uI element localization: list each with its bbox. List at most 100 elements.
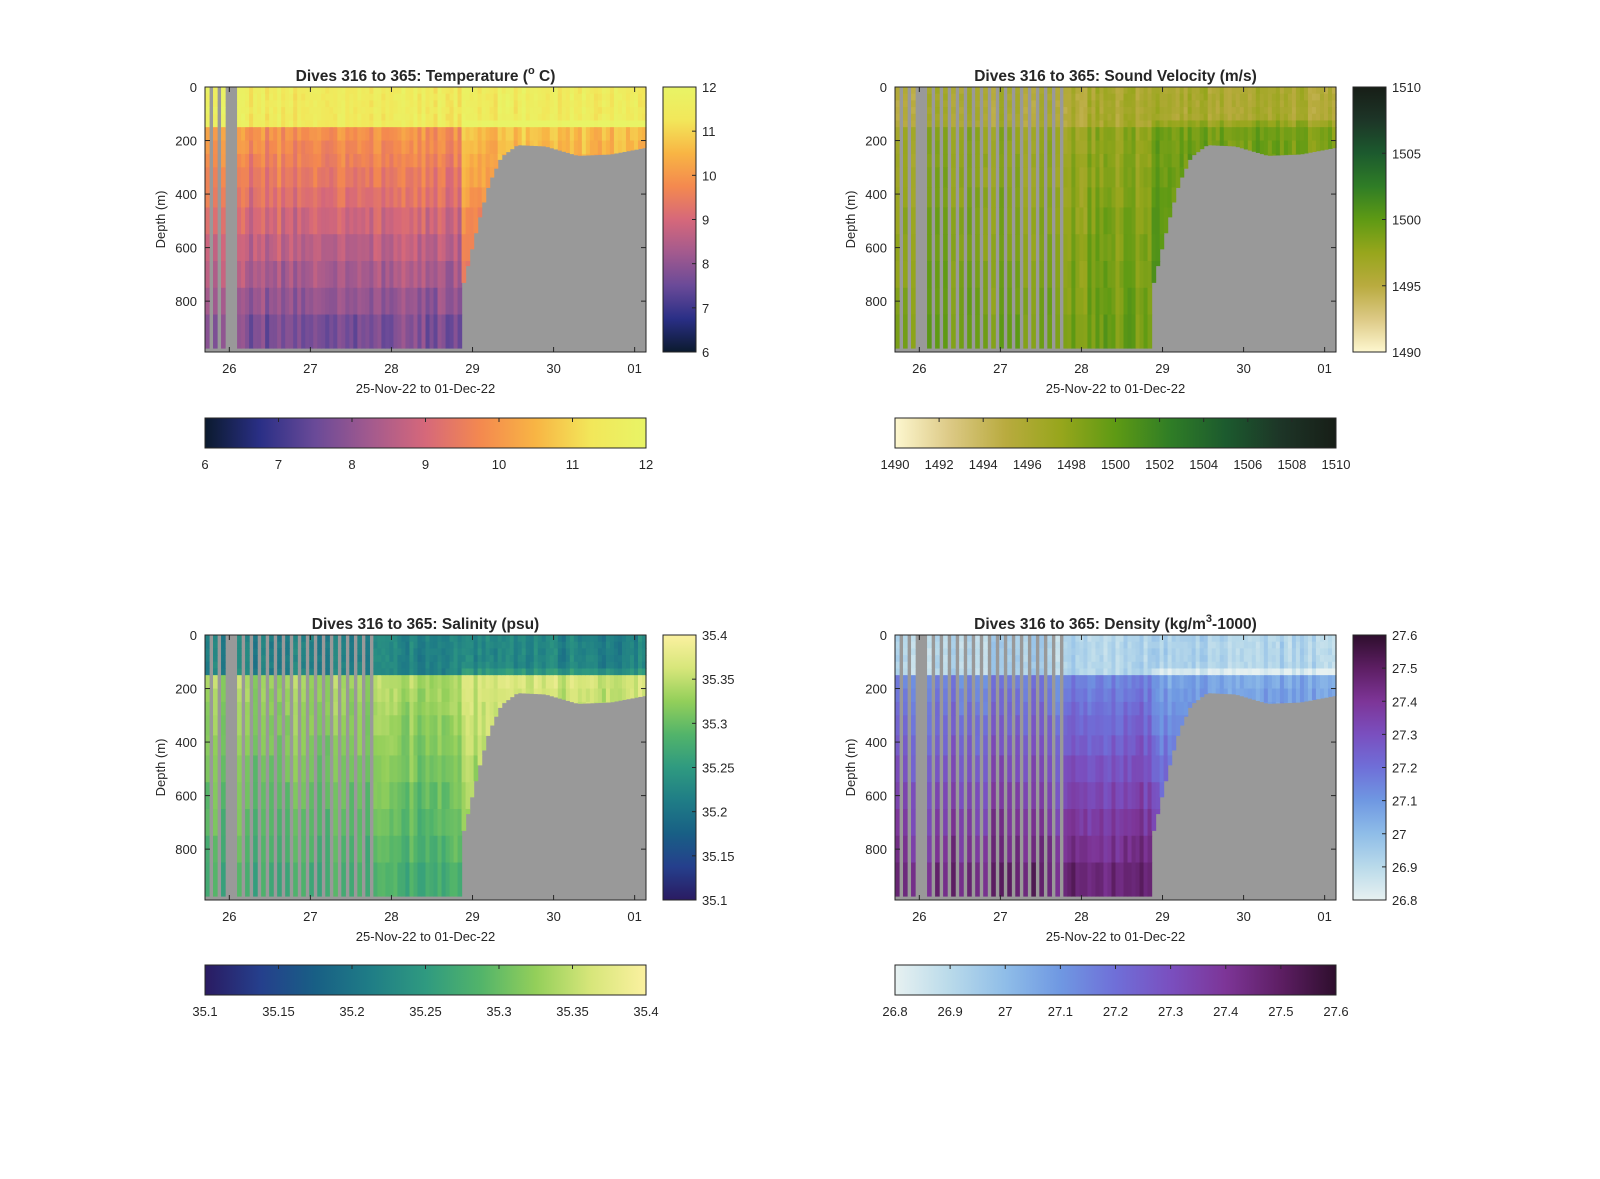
heatmap-cell xyxy=(453,808,459,837)
heatmap-cell xyxy=(377,648,382,656)
heatmap-cell xyxy=(445,107,451,115)
heatmap-cell xyxy=(401,835,407,864)
heatmap-cell xyxy=(377,675,382,690)
heatmap-cell xyxy=(453,701,459,716)
heatmap-cell xyxy=(625,635,631,643)
heatmap-cell xyxy=(1063,648,1068,656)
heatmap-cell xyxy=(911,93,916,101)
heatmap-cell xyxy=(1299,648,1305,656)
heatmap-cell xyxy=(473,93,479,101)
heatmap-cell xyxy=(257,153,262,168)
heatmap-cell xyxy=(557,641,563,649)
heatmap-cell xyxy=(337,153,342,168)
heatmap-cell xyxy=(313,153,318,168)
heatmap-cell xyxy=(469,234,475,250)
heatmap-cell xyxy=(377,862,382,897)
heatmap-cell xyxy=(401,755,407,783)
heatmap-cell xyxy=(597,641,603,649)
heatmap-cell xyxy=(1111,87,1117,95)
heatmap-cell xyxy=(417,641,423,649)
heatmap-cell xyxy=(493,140,499,155)
heatmap-cell xyxy=(585,127,591,142)
heatmap-cell xyxy=(285,153,290,168)
heatmap-cell xyxy=(449,835,455,864)
heatmap-cell xyxy=(1279,127,1285,142)
heatmap-cell xyxy=(377,715,382,736)
heatmap-cell xyxy=(1203,100,1209,108)
heatmap-cell xyxy=(1311,93,1317,101)
heatmap-cell xyxy=(1015,735,1020,757)
heatmap-cell xyxy=(265,100,270,108)
y-tick-label: 200 xyxy=(865,682,887,697)
heatmap-cell xyxy=(309,207,314,235)
heatmap-cell xyxy=(497,87,503,95)
heatmap-cell xyxy=(1039,701,1044,716)
heatmap-cell xyxy=(461,127,467,142)
heatmap-cell xyxy=(1079,675,1085,690)
heatmap-cell xyxy=(509,113,515,122)
heatmap-cell xyxy=(617,655,623,663)
heatmap-cell xyxy=(1159,755,1165,783)
heatmap-cell xyxy=(309,167,314,188)
heatmap-cell xyxy=(377,835,382,864)
heatmap-cell xyxy=(497,661,503,670)
heatmap-cell xyxy=(257,87,262,95)
heatmap-cell xyxy=(453,153,459,168)
heatmap-cell xyxy=(1279,140,1285,155)
heatmap-cell xyxy=(1143,661,1149,670)
heatmap-cell xyxy=(465,153,471,168)
heatmap-cell xyxy=(421,635,427,643)
heatmap-cell xyxy=(361,107,366,115)
heatmap-cell xyxy=(381,314,387,349)
heatmap-cell xyxy=(373,100,378,108)
heatmap-cell xyxy=(1071,287,1077,316)
heatmap-cell xyxy=(1179,648,1185,656)
heatmap-cell xyxy=(529,648,535,656)
heatmap-cell xyxy=(433,835,439,864)
heatmap-cell xyxy=(1159,641,1165,649)
heatmap-cell xyxy=(605,701,611,703)
heatmap-cell xyxy=(1127,782,1133,810)
heatmap-cell xyxy=(1087,735,1093,757)
heatmap-cell xyxy=(597,675,603,690)
heatmap-cell xyxy=(421,314,427,349)
heatmap-cell xyxy=(999,782,1004,810)
heatmap-cell xyxy=(497,688,503,703)
heatmap-cell xyxy=(341,701,346,716)
heatmap-cell xyxy=(1083,755,1089,783)
heatmap-cell xyxy=(1111,314,1117,349)
heatmap-cell xyxy=(1155,655,1161,663)
heatmap-cell xyxy=(1147,668,1153,676)
heatmap-cell xyxy=(425,641,431,649)
side-colorbar-tick-label: 26.9 xyxy=(1392,860,1417,875)
heatmap-cell xyxy=(1087,715,1093,736)
heatmap-cell xyxy=(1103,808,1109,837)
heatmap-cell xyxy=(1023,187,1028,209)
heatmap-cell xyxy=(1119,107,1125,115)
heatmap-cell xyxy=(497,93,503,101)
heatmap-cell xyxy=(967,648,972,656)
heatmap-cell xyxy=(245,701,250,716)
heatmap-cell xyxy=(935,735,940,757)
heatmap-cell xyxy=(1087,260,1093,289)
heatmap-cell xyxy=(277,782,282,810)
heatmap-cell xyxy=(1007,120,1012,128)
heatmap-cell xyxy=(951,113,956,122)
heatmap-cell xyxy=(341,113,346,122)
heatmap-cell xyxy=(1183,153,1189,168)
heatmap-cell xyxy=(621,93,627,101)
heatmap-cell xyxy=(903,701,908,716)
heatmap-cell xyxy=(1283,153,1289,156)
heatmap-cell xyxy=(577,668,583,676)
heatmap-cell xyxy=(237,661,242,670)
heatmap-cell xyxy=(621,127,627,142)
heatmap-cell xyxy=(569,675,575,690)
heatmap-cell xyxy=(1023,668,1028,676)
heatmap-cell xyxy=(1007,648,1012,656)
heatmap-cell xyxy=(1115,715,1121,736)
heatmap-cell xyxy=(1067,113,1072,122)
heatmap-cell xyxy=(1139,688,1145,703)
heatmap-cell xyxy=(1039,113,1044,122)
heatmap-cell xyxy=(1147,701,1153,716)
heatmap-cell xyxy=(245,735,250,757)
